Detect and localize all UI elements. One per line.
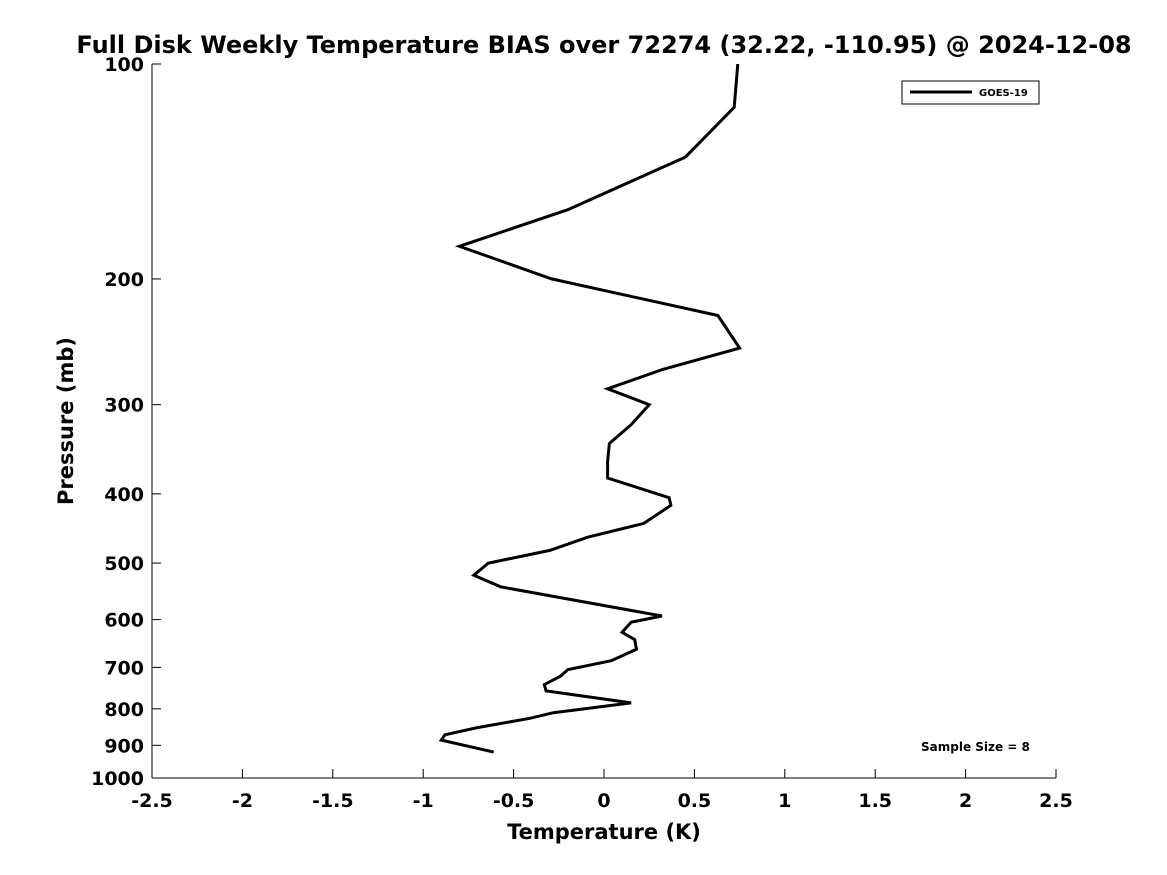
y-tick-label: 600 xyxy=(104,610,144,632)
x-tick-label: -1.5 xyxy=(312,790,354,812)
legend: GOES-19 xyxy=(901,80,1040,105)
y-tick-label: 1000 xyxy=(91,768,144,790)
plot-area xyxy=(152,64,1056,778)
y-tick-label: 900 xyxy=(104,735,144,757)
legend-label-goes-19: GOES-19 xyxy=(979,88,1028,99)
chart-title: Full Disk Weekly Temperature BIAS over 7… xyxy=(76,31,1131,59)
y-tick-label: 700 xyxy=(104,657,144,679)
y-tick-label: 200 xyxy=(104,269,144,291)
y-axis-label: Pressure (mb) xyxy=(54,337,78,505)
x-axis-ticks: -2.5 -2 -1.5 -1 -0.5 0 0.5 1 1.5 2 2.5 xyxy=(131,769,1073,812)
x-tick-label: 0.5 xyxy=(678,790,712,812)
series-group xyxy=(438,63,742,754)
y-tick-label: 400 xyxy=(104,484,144,506)
x-axis-label: Temperature (K) xyxy=(507,820,701,844)
x-tick-label: 0 xyxy=(597,790,610,812)
x-tick-label: 2 xyxy=(959,790,972,812)
y-tick-label: 500 xyxy=(104,553,144,575)
y-axis-ticks: 100 200 300 400 500 600 700 800 900 1000 xyxy=(91,54,161,790)
x-tick-label: -0.5 xyxy=(493,790,535,812)
x-tick-label: -2.5 xyxy=(131,790,173,812)
sample-size-annotation: Sample Size = 8 xyxy=(921,740,1030,754)
y-tick-label: 800 xyxy=(104,699,144,721)
x-tick-label: -1 xyxy=(413,790,434,812)
y-tick-label: 300 xyxy=(104,395,144,417)
y-tick-label: 100 xyxy=(104,54,144,76)
series-line-goes-19 xyxy=(438,63,742,754)
x-tick-label: 1 xyxy=(778,790,791,812)
x-tick-label: 1.5 xyxy=(858,790,892,812)
x-tick-label: 2.5 xyxy=(1039,790,1073,812)
x-tick-label: -2 xyxy=(232,790,253,812)
